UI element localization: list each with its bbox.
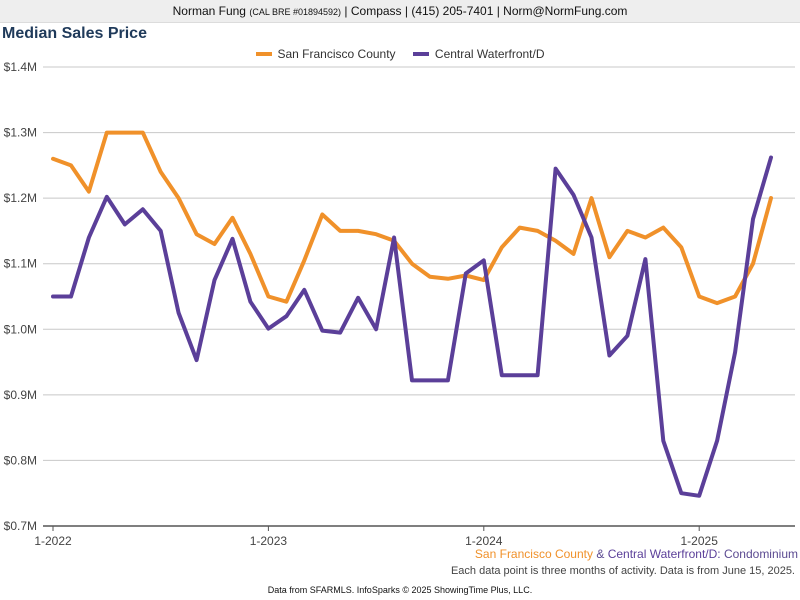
y-tick-label: $0.8M [4,453,37,467]
caption-category: Condominium [723,547,798,561]
series-lines [51,130,773,498]
x-tick-label: 1-2025 [681,534,719,548]
y-tick-label: $1.1M [4,257,37,271]
x-tick-label: 1-2022 [34,534,72,548]
y-tick-label: $1.4M [4,60,37,74]
y-tick-label: $1.3M [4,126,37,140]
y-tick-label: $1.0M [4,322,37,336]
x-axis-ticks: 1-2022 1-2023 1-2024 1-2025 [34,526,718,548]
legend-label-neighborhood: Central Waterfront/D [434,47,545,61]
legend-swatch-neighborhood [412,52,429,56]
agent-contact-details: | Compass | (415) 205-7401 | Norm@NormFu… [344,4,628,18]
y-axis-ticks: $0.7M $0.8M $0.9M $1.0M $1.1M $1.2M $1.3M $1.4M [4,60,37,533]
chart-caption: San Francisco County & Central Waterfron… [475,547,798,561]
series-line-neighborhood[interactable] [51,155,773,498]
y-tick-label: $1.2M [4,191,37,205]
caption-ampersand: & [596,547,605,561]
caption-neighborhood: Central Waterfront/D: [607,547,721,561]
agent-license: (CAL BRE #01894592) [249,7,342,17]
agent-contact-bar: Norman Fung (CAL BRE #01894592) | Compas… [0,0,800,23]
series-line-county[interactable] [51,130,773,306]
legend-item-county[interactable]: San Francisco County [255,47,396,61]
chart-legend: San Francisco County Central Waterfront/… [0,45,800,61]
caption-county: San Francisco County [474,547,593,561]
y-tick-label: $0.7M [4,519,37,533]
chart-title: Median Sales Price [2,25,147,42]
legend-label-county: San Francisco County [277,47,396,61]
legend-item-neighborhood[interactable]: Central Waterfront/D [412,47,545,61]
data-source-footer: Data from SFARMLS. InfoSparks © 2025 Sho… [267,585,533,595]
y-tick-label: $0.9M [4,388,37,402]
grid-lines [43,66,795,527]
agent-name: Norman Fung [172,4,246,18]
legend-swatch-county [255,52,272,56]
data-note: Each data point is three months of activ… [450,565,795,577]
x-tick-label: 1-2023 [250,534,288,548]
x-tick-label: 1-2024 [465,534,503,548]
